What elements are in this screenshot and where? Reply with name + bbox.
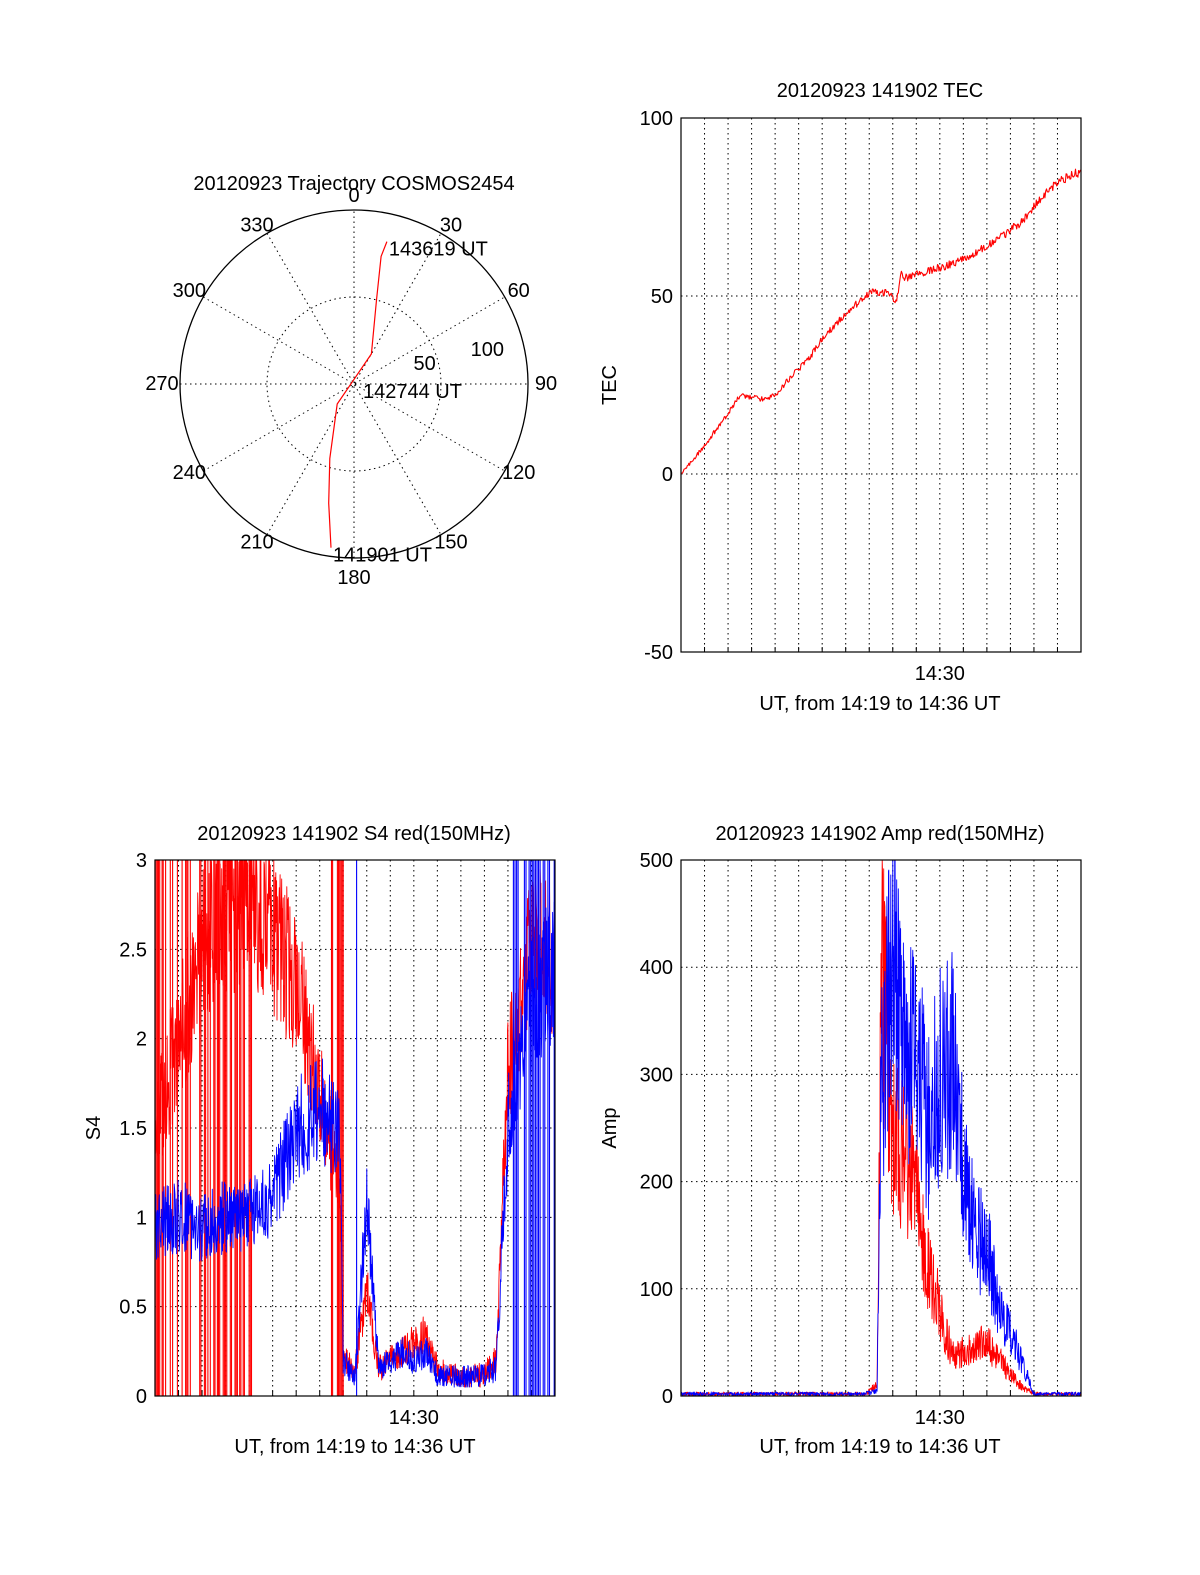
polar-angle-label: 240 [173,462,206,484]
y-tick-label: 50 [651,286,673,308]
y-tick-label: 1.5 [119,1118,147,1140]
polar-trajectory-panel: 20120923 Trajectory COSMOS2454 0 30 60 90 12… [145,173,557,589]
polar-spoke [266,233,442,535]
y-tick-label: -50 [644,642,673,664]
tec-chart-panel: 20120923 141902 TEC -50 0 50 100 14:30 UT, … [599,80,1082,715]
polar-radius-labels: 50 100 [414,339,504,375]
amp-series [680,859,1082,1397]
y-tick-label: 100 [640,1279,673,1301]
polar-chart-title: 20120923 Trajectory COSMOS2454 [193,173,514,195]
y-tick-label: 3 [136,850,147,872]
polar-radius-label: 100 [471,339,504,361]
y-tick-label: 300 [640,1064,673,1086]
polar-angle-label: 90 [535,373,557,395]
y-tick-label: 500 [640,850,673,872]
polar-angle-label: 60 [508,280,530,302]
polar-angle-label: 150 [434,532,467,554]
polar-spoke [203,296,505,472]
y-tick-label: 400 [640,957,673,979]
amp-x-axis-label: UT, from 14:19 to 14:36 UT [759,1436,1000,1458]
polar-angle-label: 300 [173,280,206,302]
s4-chart-panel: 20120923 141902 S4 red(150MHz) 0 0.5 1 1.5 2… [83,823,556,1458]
tec-x-axis-label: UT, from 14:19 to 14:36 UT [759,693,1000,715]
s4-y-tick-labels: 0 0.5 1 1.5 2 2.5 3 [119,850,147,1408]
polar-angle-label: 30 [440,214,462,236]
polar-time-annotation: 141901 UT [333,545,432,567]
polar-angle-label: 120 [502,462,535,484]
tec-x-tick-labels: 14:30 [915,663,965,685]
x-tick-label: 14:30 [915,1407,965,1429]
amp-plot-frame [680,859,1082,1397]
amp-grid [681,859,1081,1397]
s4-series [154,859,556,1396]
tec-plot-frame [680,117,1082,653]
polar-radius-label: 50 [414,353,436,375]
x-tick-label: 14:30 [915,663,965,685]
s4-x-tick-labels: 14:30 [389,1407,439,1429]
y-tick-label: 0 [662,1386,673,1408]
y-tick-label: 2 [136,1029,147,1051]
amp-chart-title: 20120923 141902 Amp red(150MHz) [715,823,1044,845]
y-tick-label: 0 [136,1386,147,1408]
tec-y-tick-labels: -50 0 50 100 [640,108,673,664]
polar-spoke [266,233,442,535]
tec-series [680,168,1082,475]
polar-spoke [203,296,505,472]
polar-time-annotation: 142744 UT [363,381,462,403]
y-tick-label: 2.5 [119,939,147,961]
y-tick-label: 0 [662,464,673,486]
polar-angle-label: 210 [240,532,273,554]
polar-angle-labels: 0 30 60 90 120 150 180 210 240 270 300 330 [145,185,557,589]
s4-plot-frame [154,859,556,1397]
s4-x-axis-label: UT, from 14:19 to 14:36 UT [234,1436,475,1458]
s4-chart-title: 20120923 141902 S4 red(150MHz) [197,823,511,845]
y-tick-label: 0.5 [119,1297,147,1319]
amp-x-tick-labels: 14:30 [915,1407,965,1429]
y-tick-label: 100 [640,108,673,130]
series-line [680,859,1082,1397]
y-tick-label: 1 [136,1207,147,1229]
polar-grid [179,209,529,559]
tec-chart-title: 20120923 141902 TEC [777,80,983,102]
y-tick-label: 200 [640,1172,673,1194]
polar-annotations: 143619 UT 142744 UT 141901 UT [333,239,488,567]
series-line [154,901,556,1388]
polar-angle-label: 180 [337,567,370,589]
polar-angle-label: 0 [348,185,359,207]
x-tick-label: 14:30 [389,1407,439,1429]
tec-grid [681,117,1081,653]
amp-chart-panel: 20120923 141902 Amp red(150MHz) 0 100 200 3… [599,823,1082,1458]
polar-angle-label: 270 [145,373,178,395]
s4-y-axis-label: S4 [83,1116,105,1140]
polar-time-annotation: 143619 UT [389,239,488,261]
tec-y-axis-label: TEC [599,365,621,405]
polar-trajectory-line [328,241,388,548]
amp-y-tick-labels: 0 100 200 300 400 500 [640,850,673,1408]
polar-angle-label: 330 [240,214,273,236]
series-line [680,859,1082,1397]
series-line [680,168,1082,475]
amp-y-axis-label: Amp [599,1107,621,1148]
